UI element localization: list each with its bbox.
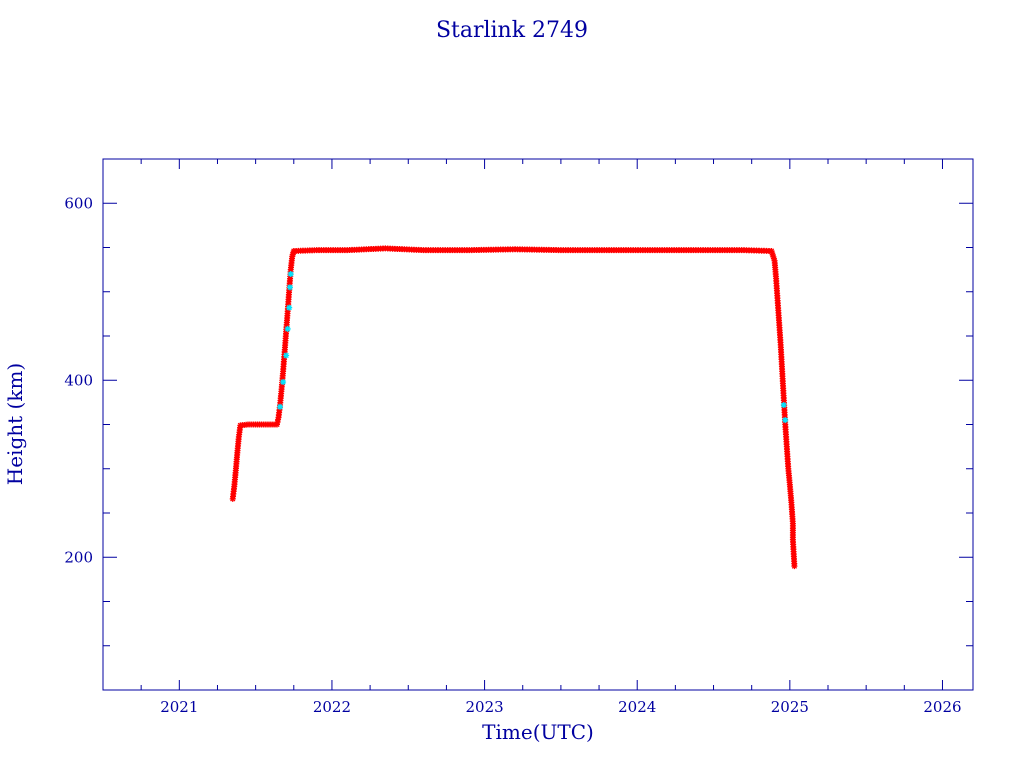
x-tick-label: 2024 bbox=[618, 698, 656, 716]
data-point-secondary bbox=[286, 284, 293, 291]
y-tick-label: 400 bbox=[64, 371, 93, 389]
x-axis-label: Time(UTC) bbox=[482, 720, 594, 744]
data-point-secondary bbox=[780, 402, 787, 409]
x-tick-label: 2022 bbox=[313, 698, 351, 716]
data-point-secondary bbox=[283, 352, 290, 359]
y-tick-label: 600 bbox=[64, 194, 93, 212]
chart-title: Starlink 2749 bbox=[436, 18, 588, 43]
x-tick-label: 2021 bbox=[160, 698, 198, 716]
data-point bbox=[791, 563, 798, 570]
axis-ticks bbox=[102, 158, 973, 690]
tick-labels: 2021 2022 2023 2024 2025 2026 200 400 600 bbox=[64, 194, 961, 716]
data-point-secondary bbox=[277, 403, 284, 410]
y-axis-label: Height (km) bbox=[3, 363, 27, 485]
series-line bbox=[232, 247, 795, 567]
data-point-secondary bbox=[280, 379, 287, 386]
x-tick-label: 2025 bbox=[771, 698, 809, 716]
data-point-secondary bbox=[286, 304, 293, 311]
series-markers-secondary bbox=[277, 271, 789, 424]
data-point-secondary bbox=[782, 417, 789, 424]
data-point-secondary bbox=[287, 271, 294, 278]
series-markers-primary bbox=[229, 245, 798, 570]
data-point-secondary bbox=[284, 325, 291, 332]
plot-frame bbox=[102, 158, 974, 691]
x-tick-label: 2023 bbox=[465, 698, 503, 716]
x-tick-label: 2026 bbox=[923, 698, 961, 716]
y-tick-label: 200 bbox=[64, 548, 93, 566]
